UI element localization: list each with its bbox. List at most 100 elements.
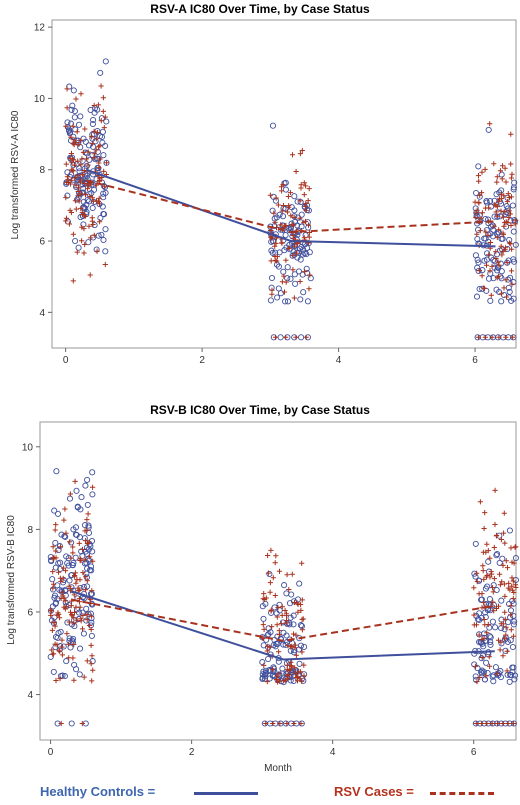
point-healthy [64, 119, 71, 126]
point-healthy [297, 198, 304, 206]
point-rsv [57, 575, 63, 581]
point-healthy [492, 664, 499, 671]
point-healthy [275, 658, 282, 665]
point-healthy-lod [68, 720, 75, 727]
point-rsv [284, 662, 290, 668]
point-rsv [267, 644, 273, 650]
point-rsv [288, 644, 294, 650]
point-rsv [505, 191, 511, 197]
point-healthy [297, 622, 304, 629]
point-rsv-lod [503, 334, 509, 340]
point-healthy [301, 643, 308, 650]
point-rsv [279, 279, 285, 285]
point-rsv [76, 198, 82, 204]
point-rsv [281, 273, 287, 279]
point-rsv [509, 246, 515, 252]
point-healthy [280, 629, 287, 636]
point-rsv [89, 613, 95, 619]
point-rsv [48, 607, 54, 613]
point-rsv-lod [58, 720, 64, 727]
point-rsv [296, 669, 302, 675]
point-healthy [269, 207, 276, 214]
point-healthy [485, 558, 492, 565]
point-rsv [71, 641, 77, 648]
point-healthy [487, 634, 494, 641]
point-rsv [506, 194, 512, 201]
point-rsv [280, 182, 286, 188]
point-healthy [487, 297, 494, 304]
point-rsv [509, 575, 515, 581]
point-healthy [89, 204, 96, 212]
point-healthy [279, 213, 287, 220]
point-healthy [510, 228, 517, 235]
point-rsv [90, 484, 96, 490]
point-healthy [474, 665, 481, 672]
point-healthy [84, 172, 91, 179]
x-tick-label: 0 [63, 355, 69, 366]
point-rsv [471, 612, 477, 618]
points-rsv-a [63, 58, 519, 341]
point-healthy [472, 540, 479, 547]
point-healthy [490, 233, 497, 240]
point-rsv [273, 195, 279, 201]
point-rsv-lod [473, 720, 479, 727]
point-rsv [78, 177, 84, 183]
point-rsv [487, 268, 493, 274]
point-rsv [295, 609, 301, 615]
point-healthy [290, 621, 297, 628]
point-healthy [56, 543, 63, 550]
point-rsv [57, 615, 63, 621]
point-rsv [97, 156, 103, 162]
point-healthy [489, 222, 496, 229]
point-rsv [89, 215, 95, 221]
point-rsv [480, 563, 486, 569]
y-tick-label: 10 [34, 94, 46, 105]
point-rsv [502, 636, 508, 642]
point-rsv [88, 661, 94, 667]
point-rsv [498, 639, 504, 645]
point-rsv [512, 544, 518, 550]
point-rsv [84, 578, 90, 584]
point-rsv [276, 568, 283, 574]
point-healthy [68, 539, 75, 546]
point-healthy [479, 667, 486, 674]
point-rsv [499, 252, 505, 258]
point-healthy [268, 274, 276, 282]
point-rsv [281, 678, 287, 684]
point-healthy [281, 582, 288, 589]
point-healthy [267, 297, 274, 304]
point-rsv-lod [500, 720, 506, 727]
point-rsv [70, 550, 76, 556]
point-rsv [81, 213, 87, 219]
point-healthy [66, 637, 73, 644]
point-rsv [78, 191, 84, 197]
point-rsv [100, 108, 106, 114]
y-axis-label-rsv-b: Log transformed RSV-B IC80 [6, 515, 17, 645]
point-rsv-lod [270, 720, 276, 727]
point-rsv [502, 616, 508, 622]
point-healthy [483, 659, 490, 666]
point-rsv [289, 152, 296, 158]
point-rsv-lod [505, 720, 511, 727]
point-rsv [497, 571, 503, 577]
point-rsv [284, 672, 290, 678]
point-rsv [279, 612, 285, 618]
point-healthy [94, 148, 101, 155]
point-rsv [482, 622, 488, 628]
point-healthy [48, 557, 55, 564]
point-rsv [70, 278, 76, 284]
point-rsv [500, 214, 506, 220]
point-rsv [275, 605, 281, 611]
point-rsv [261, 626, 267, 632]
point-rsv [77, 577, 83, 583]
point-healthy [49, 576, 56, 583]
point-rsv [302, 269, 308, 275]
point-rsv [508, 627, 514, 633]
point-healthy [71, 114, 78, 121]
point-rsv [83, 156, 90, 162]
point-rsv [88, 235, 94, 241]
point-healthy [512, 241, 519, 248]
point-healthy [510, 184, 517, 191]
point-healthy [476, 285, 483, 293]
point-healthy [265, 655, 272, 663]
